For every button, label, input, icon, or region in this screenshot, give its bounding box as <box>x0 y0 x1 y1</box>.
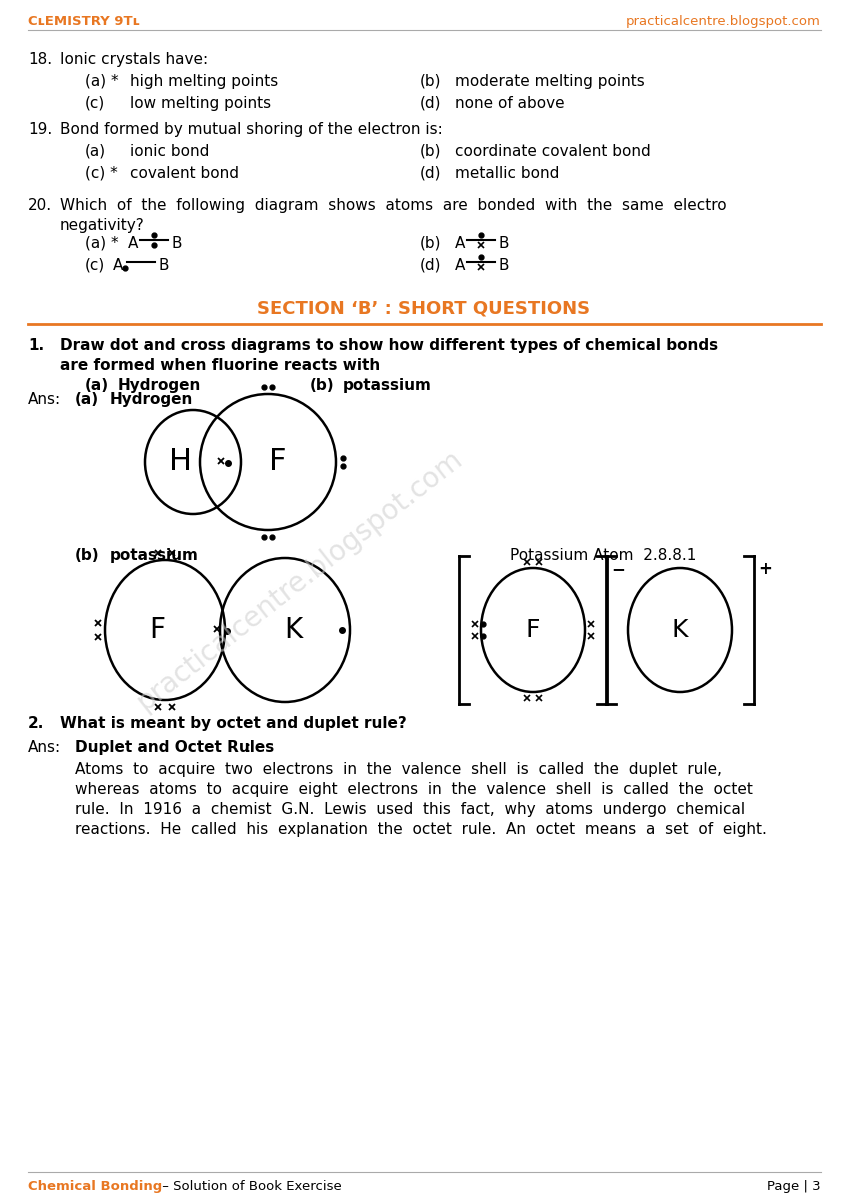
Text: B: B <box>159 257 170 273</box>
Text: Page | 3: Page | 3 <box>767 1180 821 1194</box>
Text: H: H <box>170 447 193 476</box>
Text: 1.: 1. <box>28 338 44 353</box>
Text: whereas  atoms  to  acquire  eight  electrons  in  the  valence  shell  is  call: whereas atoms to acquire eight electrons… <box>75 783 753 797</box>
Text: ionic bond: ionic bond <box>130 144 210 159</box>
Text: 19.: 19. <box>28 121 53 137</box>
Text: B: B <box>499 236 509 250</box>
Text: B: B <box>499 257 509 273</box>
Text: Ionic crystals have:: Ionic crystals have: <box>60 52 208 67</box>
Text: potassium: potassium <box>110 548 199 563</box>
Text: Draw dot and cross diagrams to show how different types of chemical bonds: Draw dot and cross diagrams to show how … <box>60 338 718 353</box>
Text: A: A <box>113 257 123 273</box>
Text: (a) *: (a) * <box>85 75 119 89</box>
Text: (b): (b) <box>420 236 441 250</box>
Text: reactions.  He  called  his  explanation  the  octet  rule.  An  octet  means  a: reactions. He called his explanation the… <box>75 822 767 837</box>
Text: A: A <box>455 257 465 273</box>
Text: moderate melting points: moderate melting points <box>455 75 644 89</box>
Text: (b): (b) <box>420 144 441 159</box>
Text: SECTION ‘B’ : SHORT QUESTIONS: SECTION ‘B’ : SHORT QUESTIONS <box>257 299 591 317</box>
Text: (c): (c) <box>85 96 105 111</box>
Text: What is meant by octet and duplet rule?: What is meant by octet and duplet rule? <box>60 716 407 731</box>
Text: (d): (d) <box>420 166 441 182</box>
Text: Bond formed by mutual shoring of the electron is:: Bond formed by mutual shoring of the ele… <box>60 121 442 137</box>
Text: negativity?: negativity? <box>60 218 144 233</box>
Text: low melting points: low melting points <box>130 96 271 111</box>
Text: K: K <box>672 618 689 642</box>
Text: F: F <box>149 615 165 644</box>
Text: CʟEMISTRY 9Tʟ: CʟEMISTRY 9Tʟ <box>28 14 140 28</box>
Text: none of above: none of above <box>455 96 565 111</box>
Text: Hydrogen: Hydrogen <box>118 377 201 393</box>
Text: (b): (b) <box>420 75 441 89</box>
Text: (d): (d) <box>420 96 441 111</box>
Text: (a): (a) <box>75 392 99 407</box>
Text: +: + <box>758 560 772 578</box>
Text: metallic bond: metallic bond <box>455 166 559 182</box>
Text: (d): (d) <box>420 257 441 273</box>
Text: practicalcentre.blogspot.com: practicalcentre.blogspot.com <box>132 445 469 716</box>
Text: covalent bond: covalent bond <box>130 166 239 182</box>
Text: (b): (b) <box>310 377 335 393</box>
Text: high melting points: high melting points <box>130 75 278 89</box>
Text: :: : <box>245 740 250 755</box>
Text: 2.: 2. <box>28 716 44 731</box>
Text: Atoms  to  acquire  two  electrons  in  the  valence  shell  is  called  the  du: Atoms to acquire two electrons in the va… <box>75 762 722 776</box>
Text: A: A <box>455 236 465 250</box>
Text: Ans:: Ans: <box>28 740 61 755</box>
Text: 20.: 20. <box>28 198 52 213</box>
Text: Hydrogen: Hydrogen <box>110 392 194 407</box>
Text: are formed when fluorine reacts with: are formed when fluorine reacts with <box>60 358 380 373</box>
Text: – Solution of Book Exercise: – Solution of Book Exercise <box>158 1180 342 1194</box>
Text: −: − <box>611 560 625 578</box>
Text: Duplet and Octet Rules: Duplet and Octet Rules <box>75 740 274 755</box>
Text: F: F <box>269 447 287 476</box>
Text: (a): (a) <box>85 144 106 159</box>
Text: Chemical Bonding: Chemical Bonding <box>28 1180 162 1194</box>
Text: F: F <box>526 618 540 642</box>
Text: (a): (a) <box>85 377 110 393</box>
Text: (c): (c) <box>85 257 105 273</box>
Text: Ans:: Ans: <box>28 392 61 407</box>
Text: rule.  In  1916  a  chemist  G.N.  Lewis  used  this  fact,  why  atoms  undergo: rule. In 1916 a chemist G.N. Lewis used … <box>75 802 745 817</box>
Text: potassium: potassium <box>343 377 432 393</box>
Text: coordinate covalent bond: coordinate covalent bond <box>455 144 650 159</box>
Text: K: K <box>284 615 302 644</box>
Text: (a) *: (a) * <box>85 236 119 250</box>
Text: practicalcentre.blogspot.com: practicalcentre.blogspot.com <box>626 14 821 28</box>
Text: B: B <box>172 236 183 250</box>
Text: (b): (b) <box>75 548 99 563</box>
Text: Potassium Atom  2.8.8.1: Potassium Atom 2.8.8.1 <box>510 548 696 563</box>
Text: Which  of  the  following  diagram  shows  atoms  are  bonded  with  the  same  : Which of the following diagram shows ato… <box>60 198 727 213</box>
Text: A: A <box>128 236 138 250</box>
Text: (c) *: (c) * <box>85 166 118 182</box>
Text: 18.: 18. <box>28 52 52 67</box>
